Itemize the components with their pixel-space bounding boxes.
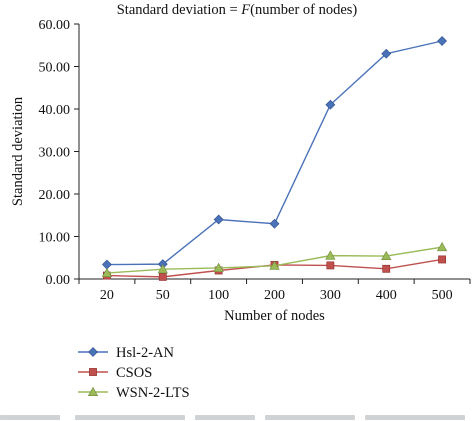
data-point-csos	[438, 256, 445, 263]
data-point-csos	[383, 265, 390, 272]
y-axis-label: Standard deviation	[10, 96, 26, 206]
y-tick-label: 30.00	[39, 146, 71, 161]
data-point-hsl-2-an	[270, 219, 279, 228]
caption-strip	[0, 409, 474, 421]
y-tick-label: 0.00	[46, 273, 71, 288]
y-tick-label: 20.00	[39, 188, 71, 203]
caption-fragment	[0, 415, 60, 420]
caption-fragment	[195, 415, 255, 420]
x-tick-label: 300	[320, 288, 341, 303]
x-tick-label: 100	[208, 288, 229, 303]
data-point-csos	[327, 262, 334, 269]
legend-label-hsl-2-an: Hsl-2-AN	[116, 345, 175, 361]
x-tick-label: 400	[376, 288, 397, 303]
data-point-wsn-2-lts	[437, 243, 446, 251]
caption-fragment	[75, 415, 185, 420]
series-line-hsl-2-an	[107, 41, 442, 265]
data-point-hsl-2-an	[102, 260, 111, 269]
y-tick-label: 60.00	[39, 18, 71, 33]
x-tick-label: 500	[432, 288, 453, 303]
legend-label-csos: CSOS	[116, 365, 152, 381]
legend-label-wsn-2-lts: WSN-2-LTS	[116, 385, 190, 401]
data-point-csos	[159, 273, 166, 280]
y-tick-label: 50.00	[39, 61, 71, 76]
x-tick-label: 200	[264, 288, 285, 303]
x-axis-label: Number of nodes	[224, 308, 325, 324]
data-point-hsl-2-an	[438, 37, 447, 46]
legend-marker-csos	[89, 368, 96, 375]
y-tick-label: 40.00	[39, 103, 71, 118]
legend-marker-hsl-2-an	[89, 348, 98, 357]
x-tick-label: 20	[100, 288, 114, 303]
x-tick-label: 50	[156, 288, 170, 303]
caption-fragment	[365, 415, 465, 420]
y-tick-label: 10.00	[39, 231, 71, 246]
caption-fragment	[265, 415, 355, 420]
